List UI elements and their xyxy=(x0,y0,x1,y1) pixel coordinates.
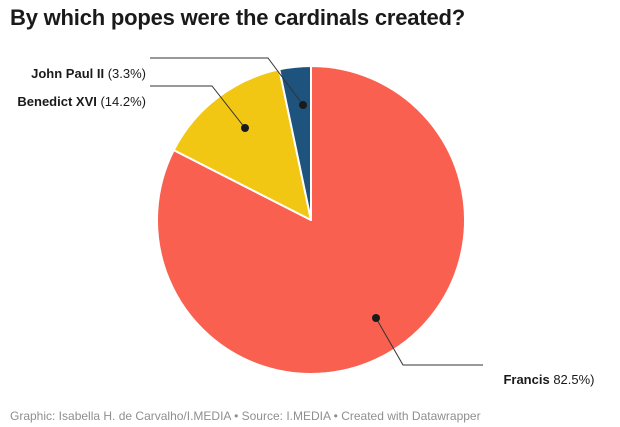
label-john-paul-ii-pct: (3.3%) xyxy=(104,66,146,81)
attribution-footer: Graphic: Isabella H. de Carvalho/I.MEDIA… xyxy=(10,409,481,423)
label-francis: Francis 82.5%) xyxy=(489,357,595,402)
pie-slice-francis[interactable] xyxy=(156,65,466,375)
leader-dot-john-paul-ii xyxy=(299,101,307,109)
chart-title: By which popes were the cardinals create… xyxy=(10,5,465,30)
pie xyxy=(156,65,466,375)
pie-slice-benedict-xvi[interactable] xyxy=(172,68,312,221)
leader-line-benedict-xvi xyxy=(150,85,246,129)
callout-dots xyxy=(241,101,380,322)
label-francis-name: Francis xyxy=(503,372,550,387)
callout-leaders xyxy=(150,57,483,366)
label-benedict-xvi-pct: (14.2%) xyxy=(96,94,146,109)
label-benedict-xvi: Benedict XVI (14.2%) xyxy=(3,79,146,124)
leader-line-francis xyxy=(375,317,483,366)
label-benedict-xvi-name: Benedict XVI xyxy=(17,94,97,109)
label-john-paul-ii-name: John Paul II xyxy=(31,66,105,81)
leader-dot-francis xyxy=(372,314,380,322)
label-francis-pct: 82.5%) xyxy=(549,372,595,387)
label-john-paul-ii: John Paul II (3.3%) xyxy=(17,51,146,96)
leader-dot-benedict-xvi xyxy=(241,124,249,132)
leader-line-john-paul-ii xyxy=(150,57,304,106)
